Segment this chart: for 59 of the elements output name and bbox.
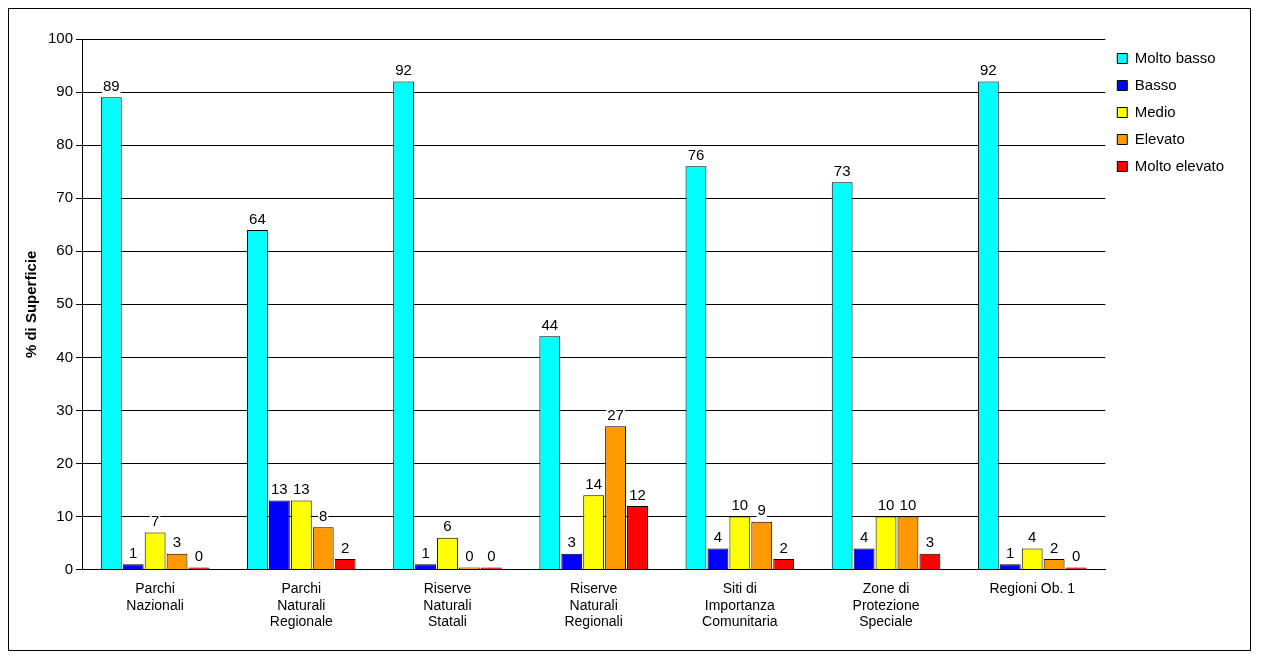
data-label: 73 bbox=[833, 161, 851, 179]
x-tick-label: Regioni Ob. 1 bbox=[989, 579, 1076, 596]
legend-label: Molto basso bbox=[1134, 48, 1216, 66]
y-tick-label: 40 bbox=[56, 347, 74, 365]
x-tick-label: Riserve Naturali Regionali bbox=[564, 579, 623, 630]
data-label: 3 bbox=[925, 533, 935, 551]
y-tick-label: 0 bbox=[64, 559, 74, 577]
x-tick-label: Riserve Naturali Statali bbox=[423, 579, 472, 630]
data-label: 92 bbox=[980, 61, 997, 79]
data-label: 0 bbox=[465, 547, 474, 565]
y-tick-label: 50 bbox=[56, 294, 74, 312]
data-label: 0 bbox=[1071, 547, 1081, 565]
data-label: 8 bbox=[319, 506, 328, 524]
legend-label: Basso bbox=[1134, 75, 1177, 93]
data-label: 10 bbox=[899, 496, 917, 514]
y-tick-label: 20 bbox=[56, 453, 74, 471]
data-label: 9 bbox=[757, 501, 766, 519]
data-label: 13 bbox=[271, 480, 288, 498]
y-tick-label: 10 bbox=[56, 506, 74, 524]
data-label: 3 bbox=[567, 533, 576, 551]
legend-label: Medio bbox=[1134, 102, 1176, 120]
x-tick-label: Parchi Nazionali bbox=[126, 579, 184, 613]
data-label: 1 bbox=[421, 543, 430, 561]
data-label: 6 bbox=[443, 517, 452, 535]
data-label: 4 bbox=[1028, 528, 1037, 546]
legend-label: Elevato bbox=[1134, 129, 1185, 147]
data-label: 2 bbox=[1049, 538, 1059, 556]
data-label: 27 bbox=[607, 405, 624, 423]
data-label: 2 bbox=[779, 538, 788, 556]
data-label: 10 bbox=[731, 496, 749, 514]
x-tick-label: Parchi Naturali Regionale bbox=[269, 579, 334, 630]
data-label: 2 bbox=[340, 538, 350, 556]
data-label: 89 bbox=[102, 77, 120, 95]
x-tick-label: Siti di Importanza Comunitaria bbox=[702, 579, 778, 630]
x-tick-label: Zone di Protezione Speciale bbox=[852, 579, 920, 630]
data-label: 14 bbox=[585, 474, 602, 492]
y-tick-label: 90 bbox=[56, 82, 74, 100]
y-tick-label: 30 bbox=[56, 400, 74, 418]
legend-label: Molto elevato bbox=[1134, 156, 1224, 174]
data-label: 13 bbox=[292, 480, 310, 498]
y-tick-label: 60 bbox=[56, 241, 74, 259]
y-tick-label: 80 bbox=[56, 135, 74, 153]
data-label: 4 bbox=[713, 528, 723, 546]
data-label: 64 bbox=[249, 209, 266, 227]
data-label: 12 bbox=[629, 485, 646, 503]
data-label: 7 bbox=[150, 512, 160, 530]
data-label: 3 bbox=[172, 533, 182, 551]
data-label: 1 bbox=[129, 543, 138, 561]
y-axis-title: % di Superficie bbox=[22, 250, 40, 359]
data-label: 1 bbox=[1006, 543, 1015, 561]
data-label: 76 bbox=[687, 145, 705, 163]
data-label: 0 bbox=[194, 547, 204, 565]
data-label: 44 bbox=[541, 315, 559, 333]
data-label: 92 bbox=[395, 61, 412, 79]
data-label: 0 bbox=[487, 547, 496, 565]
data-label: 4 bbox=[859, 528, 869, 546]
data-label: 10 bbox=[877, 496, 895, 514]
y-tick-label: 100 bbox=[48, 29, 74, 47]
y-tick-label: 70 bbox=[56, 188, 74, 206]
